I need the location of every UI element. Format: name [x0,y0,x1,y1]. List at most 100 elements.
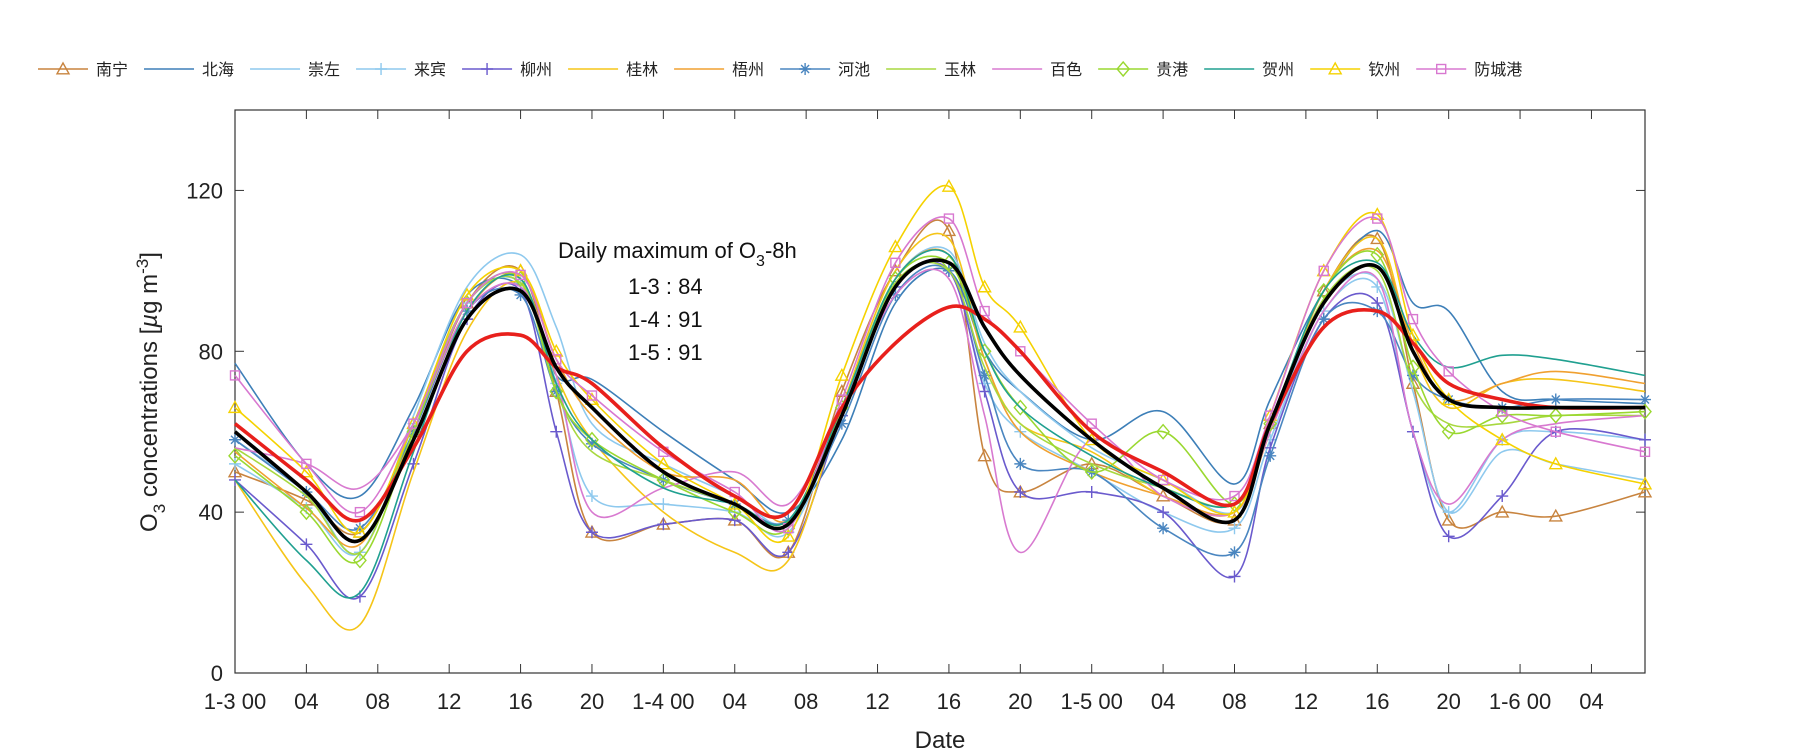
data-point-marker [1407,313,1419,325]
legend-swatch-marker [1116,60,1131,78]
legend-label: 崇左 [308,60,340,79]
data-point-marker [1316,283,1331,297]
series-14 [233,304,1646,523]
data-point-marker [888,263,903,277]
x-tick-label: 1-6 00 [1489,689,1551,714]
legend-swatch-marker [375,63,388,75]
legend-item: 梧州 [674,60,764,79]
data-point-marker [514,288,527,301]
x-tick-label: 08 [1222,689,1246,714]
plot-frame [234,109,1646,674]
legend-label: 来宾 [414,60,446,79]
legend-item: 钦州 [1310,60,1400,79]
data-point-marker [1156,423,1171,440]
legend-label: 贵港 [1156,60,1188,79]
data-point-marker [943,213,955,224]
data-point-marker [888,239,903,253]
y-tick-label: 80 [199,339,223,364]
series-line [234,249,1646,599]
legend-swatch-marker [1327,61,1343,75]
data-point-marker [1637,484,1653,498]
series-5 [234,232,1646,631]
x-tick-label: 12 [1294,689,1318,714]
series-15 [233,258,1645,544]
data-point-marker [1495,504,1510,518]
data-point-marker [1370,231,1385,245]
data-point-marker [354,506,366,518]
data-point-marker [890,257,901,269]
legend-label: 北海 [202,60,234,79]
series-line [233,258,1645,544]
data-point-marker [229,370,241,381]
data-point-marker [656,456,671,470]
data-point-marker [1441,423,1456,440]
legend-swatch-marker [799,63,812,75]
x-tick-label: 12 [865,689,889,714]
data-point-marker [1228,570,1241,583]
legend-label: 河池 [838,60,870,79]
annotation-line-2: 1-4 : 91 [628,307,703,332]
series-lines [227,178,1653,631]
data-point-marker [1263,415,1278,432]
series-11 [234,249,1646,599]
data-point-marker [782,546,795,559]
series-line [234,232,1646,631]
y-tick-label: 0 [211,661,223,686]
data-point-marker [353,552,367,569]
x-tick-label: 1-4 00 [632,689,694,714]
legend-swatch-marker [1436,63,1447,75]
data-point-marker [1639,446,1651,458]
data-point-marker [227,400,243,414]
x-tick-label: 1-5 00 [1061,689,1123,714]
legend-item: 崇左 [250,60,340,79]
data-point-marker [1639,393,1651,406]
data-point-marker [550,425,563,438]
data-point-marker [299,464,314,478]
data-point-marker [656,471,671,489]
data-point-marker [1085,486,1098,499]
data-point-marker [352,524,368,538]
data-point-marker [781,528,796,542]
data-point-marker [977,279,992,293]
annotation: Daily maximum of O3-8h 1-3 : 84 1-4 : 91… [558,238,797,365]
legend-swatch-marker [55,61,71,75]
data-point-marker [515,269,526,281]
legend-item: 桂林 [568,60,658,79]
data-point-marker [1639,433,1651,446]
legend-item: 百色 [992,60,1082,79]
legend-label: 钦州 [1368,60,1400,79]
data-point-marker [1013,399,1028,416]
data-point-marker [1157,506,1170,519]
series-4 [229,261,1651,603]
data-point-marker [1548,407,1563,424]
legend-label: 桂林 [626,60,658,79]
data-point-marker [229,433,241,446]
y-tick-label: 120 [186,178,223,203]
data-point-marker [300,538,313,551]
legend-item: 玉林 [886,60,976,79]
legend-item: 柳州 [462,60,552,79]
data-point-marker [1014,486,1027,499]
data-point-marker [657,498,670,511]
data-point-marker [1496,490,1509,503]
legend-item: 北海 [144,60,234,79]
data-point-marker [1317,313,1330,326]
x-tick-label: 04 [723,689,747,714]
annotation-line-3: 1-5 : 91 [628,340,703,365]
data-point-marker [1370,246,1385,263]
legend: 南宁 北海 崇左 来宾 柳州 桂林 梧州 河池 玉林 百色 贵港 贺州 钦州 防城港 [38,60,1522,79]
data-point-marker [1264,449,1277,462]
data-point-marker [657,518,670,531]
data-point-marker [585,526,598,539]
series-1 [234,229,1646,514]
data-point-marker [1405,327,1421,341]
data-point-marker [1637,476,1653,490]
x-tick-label: 04 [294,689,318,714]
data-point-marker [1228,522,1241,535]
legend-label: 柳州 [520,60,552,79]
x-tick-label: 12 [437,689,461,714]
data-point-marker [549,343,564,357]
